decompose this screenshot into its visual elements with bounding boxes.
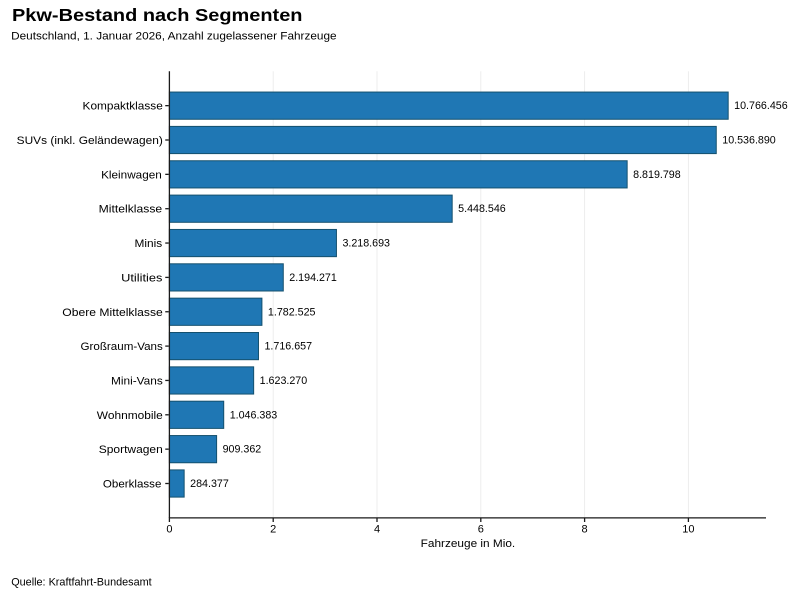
svg-text:1.046.383: 1.046.383 xyxy=(230,409,278,421)
svg-text:6: 6 xyxy=(478,524,484,536)
svg-text:10: 10 xyxy=(682,524,694,536)
svg-text:Mini-Vans: Mini-Vans xyxy=(111,375,163,387)
svg-text:Oberklasse: Oberklasse xyxy=(103,479,161,491)
svg-text:Quelle: Kraftfahrt-Bundesamt: Quelle: Kraftfahrt-Bundesamt xyxy=(11,576,152,588)
svg-text:Utilities: Utilities xyxy=(121,272,163,284)
svg-text:0: 0 xyxy=(166,524,172,536)
svg-text:8.819.798: 8.819.798 xyxy=(633,169,681,181)
svg-text:Mittelklasse: Mittelklasse xyxy=(99,204,163,216)
svg-text:1.623.270: 1.623.270 xyxy=(260,375,308,387)
svg-text:Deutschland, 1. Januar 2026, A: Deutschland, 1. Januar 2026, Anzahl zuge… xyxy=(11,30,337,42)
svg-text:Sportwagen: Sportwagen xyxy=(99,444,163,456)
svg-text:5.448.546: 5.448.546 xyxy=(458,203,506,215)
svg-text:Minis: Minis xyxy=(134,238,162,250)
svg-text:8: 8 xyxy=(582,524,588,536)
svg-text:SUVs (inkl. Geländewagen): SUVs (inkl. Geländewagen) xyxy=(17,135,163,147)
svg-text:10.766.456: 10.766.456 xyxy=(734,100,788,112)
svg-text:2: 2 xyxy=(270,524,276,536)
svg-text:Obere Mittelklasse: Obere Mittelklasse xyxy=(62,307,162,319)
svg-text:Wohnmobile: Wohnmobile xyxy=(97,410,163,422)
svg-text:4: 4 xyxy=(374,524,380,536)
svg-text:Pkw-Bestand nach Segmenten: Pkw-Bestand nach Segmenten xyxy=(12,5,303,25)
svg-text:2.194.271: 2.194.271 xyxy=(289,272,337,284)
svg-text:1.782.525: 1.782.525 xyxy=(268,306,316,318)
svg-text:Fahrzeuge in Mio.: Fahrzeuge in Mio. xyxy=(421,538,516,550)
svg-text:1.716.657: 1.716.657 xyxy=(264,341,312,353)
svg-text:10.536.890: 10.536.890 xyxy=(722,135,776,147)
svg-text:3.218.693: 3.218.693 xyxy=(342,238,390,250)
svg-text:909.362: 909.362 xyxy=(223,444,262,456)
svg-text:284.377: 284.377 xyxy=(190,478,229,490)
svg-text:Großraum-Vans: Großraum-Vans xyxy=(81,341,164,353)
svg-text:Kleinwagen: Kleinwagen xyxy=(101,169,162,181)
svg-text:Kompaktklasse: Kompaktklasse xyxy=(83,101,163,113)
